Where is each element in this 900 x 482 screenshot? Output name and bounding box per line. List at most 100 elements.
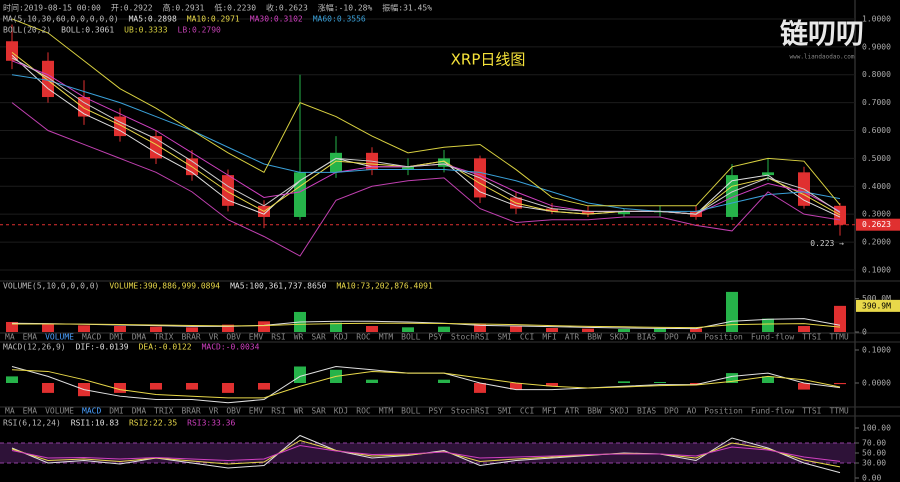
macd-bar (438, 379, 450, 383)
indicator-tab[interactable]: DMA (132, 407, 147, 416)
indicator-tab[interactable]: StochRSI (451, 333, 490, 342)
volume-bar (150, 326, 162, 332)
macd-bar (366, 379, 378, 383)
indicator-tab[interactable]: Position (704, 407, 743, 416)
volume-bar (726, 291, 738, 332)
indicator-tab[interactable]: DMI (109, 333, 124, 342)
indicator-tab[interactable]: EMV (249, 333, 264, 342)
indicator-tab[interactable]: BOLL (401, 407, 420, 416)
ma-line (11, 60, 841, 215)
header-label: VOLUME:390,886,999.0894 (109, 282, 220, 291)
indicator-tab[interactable]: VR (209, 407, 219, 416)
volume-bar (114, 325, 126, 332)
indicator-tab[interactable]: BIAS (637, 407, 656, 416)
indicator-tab[interactable]: TTMU (829, 407, 848, 416)
indicator-tab[interactable]: BIAS (637, 333, 656, 342)
y-tick-label: 0.2000 (862, 238, 891, 247)
indicator-tab[interactable]: SAR (311, 333, 326, 342)
indicator-tab[interactable]: VOLUME (45, 407, 74, 416)
macd-bar (654, 382, 666, 383)
indicator-tab[interactable]: AO (687, 407, 697, 416)
header-label: 振幅:31.45% (382, 3, 432, 13)
indicator-tab[interactable]: DPO (664, 407, 679, 416)
indicator-tab[interactable]: DMA (132, 333, 147, 342)
volume-label: 390.9M (862, 301, 891, 310)
indicator-tab[interactable]: BRAR (181, 333, 200, 342)
indicator-tab[interactable]: BBW (587, 333, 602, 342)
indicator-tab[interactable]: MACD (82, 407, 101, 416)
indicator-tab[interactable]: MTM (379, 333, 394, 342)
indicator-tab[interactable]: ROC (356, 407, 371, 416)
indicator-tab[interactable]: MA (5, 333, 15, 342)
indicator-tab[interactable]: BOLL (401, 333, 420, 342)
indicator-tab[interactable]: TRIX (154, 333, 173, 342)
indicator-tab[interactable]: MACD (82, 333, 101, 342)
macd-bar (798, 382, 810, 390)
y-tick-label: 0.1000 (862, 265, 891, 274)
indicator-tab[interactable]: TTSI (802, 333, 821, 342)
indicator-tab[interactable]: RSI (271, 407, 286, 416)
indicator-tab[interactable]: SAR (311, 407, 326, 416)
indicator-tab[interactable]: BBW (587, 407, 602, 416)
header-label: RSI3:33.36 (187, 419, 235, 428)
indicator-tab[interactable]: OBV (226, 333, 241, 342)
volume-bar (438, 326, 450, 332)
indicator-tab[interactable]: Fund-flow (751, 407, 795, 416)
macd-bar (186, 382, 198, 390)
indicator-tab[interactable]: MFI (542, 407, 557, 416)
indicator-tab[interactable]: WR (294, 333, 304, 342)
indicator-tab[interactable]: RSI (271, 333, 286, 342)
header-label: VOLUME(5,10,0,0,0,0) (3, 282, 99, 291)
indicator-tab[interactable]: ATR (565, 333, 580, 342)
indicator-tab[interactable]: KDJ (334, 333, 348, 342)
indicator-tab[interactable]: MFI (542, 333, 557, 342)
volume-bar (258, 321, 270, 332)
header-label: MA10:73,202,876.4091 (336, 282, 433, 291)
candle-body (546, 208, 558, 212)
indicator-tab[interactable]: VOLUME (45, 333, 74, 342)
indicator-tab[interactable]: EMA (23, 407, 38, 416)
indicator-tab[interactable]: ATR (565, 407, 580, 416)
indicator-tab[interactable]: Position (704, 333, 743, 342)
indicator-tab[interactable]: WR (294, 407, 304, 416)
header-label: RSI(6,12,24) (3, 419, 61, 428)
header-label: MA5:0.2898 (129, 15, 177, 24)
macd-bar (114, 382, 126, 393)
volume-bar (546, 327, 558, 332)
indicator-tab[interactable]: KDJ (334, 407, 348, 416)
indicator-tab[interactable]: CCI (520, 333, 535, 342)
indicator-tab[interactable]: TRIX (154, 407, 173, 416)
header-label: DEA:-0.0122 (139, 343, 192, 352)
macd-bar (726, 373, 738, 383)
indicator-tab[interactable]: BRAR (181, 407, 200, 416)
indicator-tab[interactable]: SKDJ (610, 407, 629, 416)
indicator-tab[interactable]: OBV (226, 407, 241, 416)
indicator-tab[interactable]: SMI (497, 407, 512, 416)
volume-bar (798, 325, 810, 332)
volume-ma-line (12, 322, 841, 329)
indicator-tab[interactable]: ROC (356, 333, 371, 342)
indicator-tab[interactable]: VR (209, 333, 219, 342)
indicator-tab[interactable]: TTMU (829, 333, 848, 342)
indicator-tab[interactable]: MTM (379, 407, 394, 416)
indicator-tab[interactable]: PSY (428, 333, 443, 342)
indicator-tab[interactable]: StochRSI (451, 407, 490, 416)
indicator-tab[interactable]: SMI (497, 333, 512, 342)
indicator-tab[interactable]: MA (5, 407, 15, 416)
ma-line (11, 52, 841, 216)
indicator-tab[interactable]: EMV (249, 407, 264, 416)
indicator-tab[interactable]: CCI (520, 407, 535, 416)
indicator-tab[interactable]: EMA (23, 333, 38, 342)
indicator-tab[interactable]: SKDJ (610, 333, 629, 342)
candle-body (618, 211, 630, 215)
indicator-tab[interactable]: Fund-flow (751, 333, 795, 342)
boll-line (11, 57, 841, 215)
indicator-tab[interactable]: TTSI (802, 407, 821, 416)
indicator-tab[interactable]: PSY (428, 407, 443, 416)
indicator-tab[interactable]: DPO (664, 333, 679, 342)
y-tick-label: 1.0000 (862, 14, 891, 23)
indicator-tab[interactable]: AO (687, 333, 697, 342)
indicator-tab[interactable]: DMI (109, 407, 124, 416)
